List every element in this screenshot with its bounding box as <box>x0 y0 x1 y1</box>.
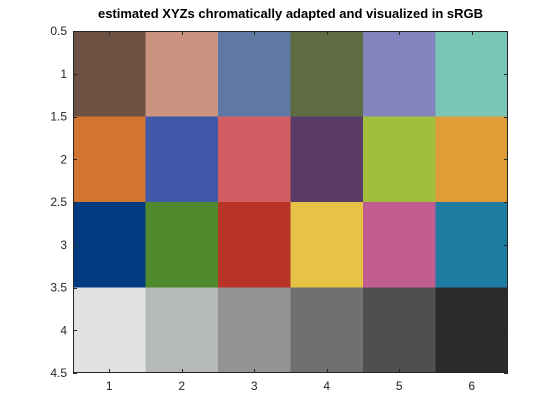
x-tick-label: 1 <box>106 379 113 393</box>
x-tick-label: 2 <box>178 379 185 393</box>
heatmap-cell <box>436 117 509 203</box>
y-tick-label: 0.5 <box>50 24 67 38</box>
y-tick-label: 1.5 <box>50 110 67 124</box>
heatmap-cell <box>363 117 436 203</box>
heatmap-cell <box>146 117 219 203</box>
x-tick-label: 5 <box>396 379 403 393</box>
heatmap-cell <box>363 31 436 117</box>
heatmap-cell <box>218 31 291 117</box>
heatmap-cell <box>218 288 291 374</box>
heatmap-cell <box>146 288 219 374</box>
heatmap-cell <box>291 31 364 117</box>
y-tick-label: 2 <box>60 152 67 166</box>
heatmap-cell <box>363 288 436 374</box>
x-tick-label: 3 <box>251 379 258 393</box>
heatmap-cell <box>291 202 364 288</box>
heatmap-cell <box>436 202 509 288</box>
x-tick-label: 4 <box>323 379 330 393</box>
y-tick-label: 3.5 <box>50 281 67 295</box>
heatmap-cell <box>436 288 509 374</box>
y-tick-label: 2.5 <box>50 195 67 209</box>
heatmap-cell <box>73 31 146 117</box>
heatmap-cell <box>363 202 436 288</box>
y-tick-label: 1 <box>60 67 67 81</box>
heatmap-cell <box>73 117 146 203</box>
heatmap-cell <box>218 202 291 288</box>
heatmap-cell <box>146 31 219 117</box>
y-tick-label: 4.5 <box>50 366 67 380</box>
heatmap-cell <box>218 117 291 203</box>
heatmap-cell <box>291 117 364 203</box>
heatmap-cell <box>146 202 219 288</box>
y-tick-label: 4 <box>60 323 67 337</box>
heatmap-cell <box>436 31 509 117</box>
y-tick-label: 3 <box>60 238 67 252</box>
heatmap-cell <box>73 202 146 288</box>
heatmap-cell <box>73 288 146 374</box>
heatmap-cell <box>291 288 364 374</box>
x-tick-label: 6 <box>468 379 475 393</box>
